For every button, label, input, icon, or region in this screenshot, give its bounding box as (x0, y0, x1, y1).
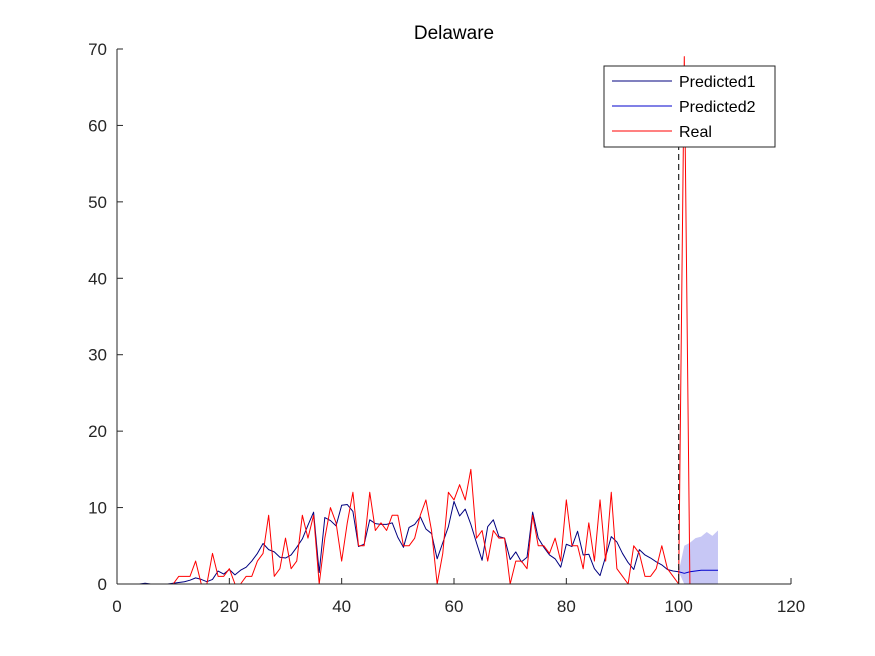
x-tick-label: 80 (557, 597, 576, 616)
legend-label-predicted2: Predicted2 (679, 99, 756, 116)
y-tick-label: 70 (88, 40, 107, 59)
y-ticks: 0 10 20 30 40 50 60 70 (88, 40, 123, 594)
x-tick-label: 0 (112, 597, 121, 616)
y-tick-label: 60 (88, 116, 107, 135)
legend: Predicted1 Predicted2 Real (603, 65, 776, 148)
legend-label-predicted1: Predicted1 (679, 74, 756, 91)
y-tick-label: 20 (88, 422, 107, 441)
x-tick-label: 120 (777, 597, 805, 616)
chart-title: Delaware (414, 23, 494, 44)
y-tick-label: 50 (88, 193, 107, 212)
x-tick-label: 40 (332, 597, 351, 616)
series-layer (117, 56, 718, 585)
x-tick-label: 100 (664, 597, 692, 616)
series-line-real (117, 56, 718, 585)
y-tick-label: 30 (88, 346, 107, 365)
y-tick-label: 40 (88, 269, 107, 288)
legend-label-real: Real (679, 124, 712, 141)
y-tick-label: 0 (98, 575, 107, 594)
x-ticks: 0 20 40 60 80 100 120 (112, 578, 805, 616)
x-tick-label: 20 (220, 597, 239, 616)
x-tick-label: 60 (445, 597, 464, 616)
series-line-predicted2 (678, 569, 718, 574)
y-tick-label: 10 (88, 499, 107, 518)
